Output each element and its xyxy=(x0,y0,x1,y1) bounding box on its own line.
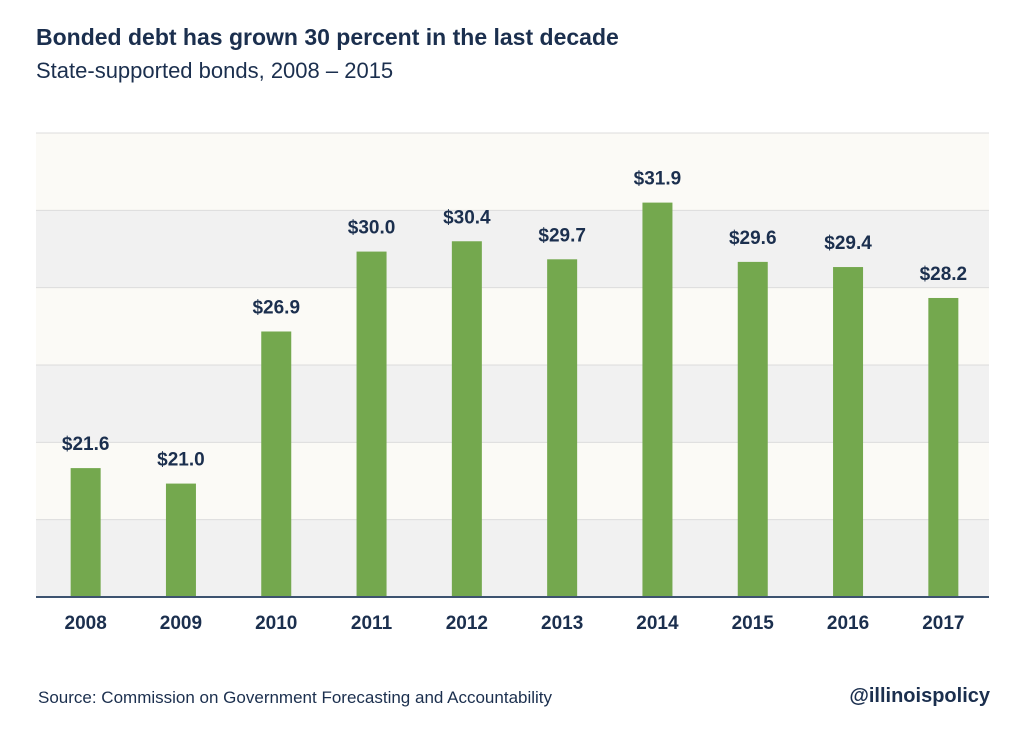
chart-title: Bonded debt has grown 30 percent in the … xyxy=(36,24,619,50)
value-label-2011: $30.0 xyxy=(348,218,396,239)
value-label-2017: $28.2 xyxy=(920,264,968,285)
background-band xyxy=(36,365,989,443)
bar-2017 xyxy=(928,297,959,597)
bar-2015 xyxy=(737,261,768,597)
value-label-2015: $29.6 xyxy=(729,228,777,249)
source-note: Source: Commission on Government Forecas… xyxy=(38,688,553,707)
value-label-2014: $31.9 xyxy=(634,169,682,190)
value-label-2009: $21.0 xyxy=(157,450,205,471)
value-label-2008: $21.6 xyxy=(62,434,110,455)
x-tick-2013: 2013 xyxy=(541,613,583,634)
x-tick-2010: 2010 xyxy=(255,613,297,634)
bar-2009 xyxy=(165,483,196,597)
bars xyxy=(70,202,959,598)
value-label-2013: $29.7 xyxy=(538,225,586,246)
bar-2010 xyxy=(261,331,292,597)
x-tick-2014: 2014 xyxy=(636,613,679,634)
value-labels: $21.6 $21.0 $26.9 $30.0 $30.4 $29.7 $31.9 $29.6… xyxy=(62,169,967,471)
x-tick-2017: 2017 xyxy=(922,613,964,634)
background-band xyxy=(36,133,989,211)
gridlines xyxy=(36,132,989,521)
background-band xyxy=(36,210,989,288)
bar-2008 xyxy=(70,468,101,597)
value-label-2016: $29.4 xyxy=(824,233,872,254)
chart-subtitle: State-supported bonds, 2008 – 2015 xyxy=(36,58,394,83)
x-tick-labels: 2008 2009 2010 2011 2012 2013 2014 2015 2016 2017 xyxy=(65,613,965,634)
brand-handle: @illinoispolicy xyxy=(849,685,990,707)
value-label-2012: $30.4 xyxy=(443,207,491,228)
bar-2016 xyxy=(833,267,864,597)
bar-2013 xyxy=(547,259,578,597)
bar-2012 xyxy=(451,241,482,597)
x-tick-2011: 2011 xyxy=(351,613,393,634)
value-label-2010: $26.9 xyxy=(252,297,300,318)
background-band xyxy=(36,287,989,365)
x-tick-2015: 2015 xyxy=(732,613,775,634)
x-tick-2009: 2009 xyxy=(160,613,202,634)
x-tick-2016: 2016 xyxy=(827,613,869,634)
bar-2011 xyxy=(356,251,387,598)
x-tick-2012: 2012 xyxy=(446,613,488,634)
bar-2014 xyxy=(642,202,673,597)
x-tick-2008: 2008 xyxy=(65,613,107,634)
